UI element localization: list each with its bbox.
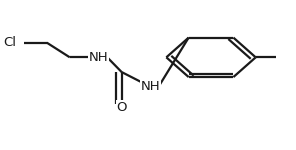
Text: Cl: Cl xyxy=(4,36,17,49)
Text: NH: NH xyxy=(89,51,108,64)
Text: O: O xyxy=(116,101,127,114)
Text: NH: NH xyxy=(141,80,160,93)
